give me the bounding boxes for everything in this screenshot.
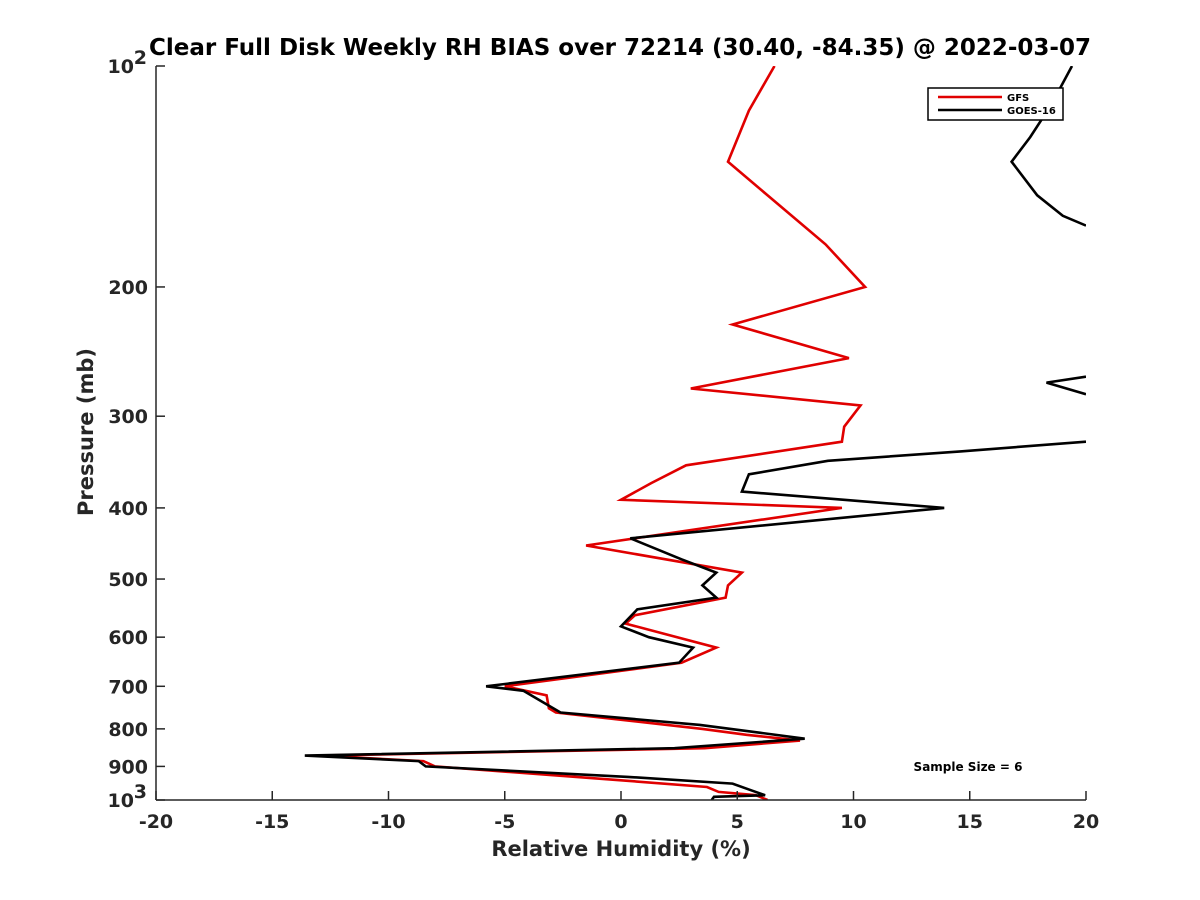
y-tick-label: 400 bbox=[108, 498, 148, 520]
y-tick-exponent: 3 bbox=[134, 781, 147, 803]
legend-label-gfs: GFS bbox=[1007, 93, 1029, 104]
sample-size-annotation: Sample Size = 6 bbox=[914, 760, 1023, 774]
x-tick-label: 20 bbox=[1073, 811, 1099, 833]
plot-background bbox=[156, 66, 1086, 800]
y-tick-label: 700 bbox=[108, 676, 148, 698]
x-axis-label: Relative Humidity (%) bbox=[491, 837, 750, 861]
y-tick-label: 200 bbox=[108, 277, 148, 299]
legend-box bbox=[927, 87, 1064, 121]
plot-area bbox=[156, 66, 1086, 800]
x-tick-label: 15 bbox=[957, 811, 983, 833]
x-tick-label: -20 bbox=[139, 811, 173, 833]
x-tick-label: -15 bbox=[255, 811, 289, 833]
y-tick-label: 500 bbox=[108, 569, 148, 591]
chart-title: Clear Full Disk Weekly RH BIAS over 7221… bbox=[149, 35, 1091, 61]
x-tick-label: -10 bbox=[371, 811, 405, 833]
x-tick-label: 0 bbox=[614, 811, 627, 833]
y-tick-label: 10 bbox=[108, 790, 134, 812]
x-tick-label: -5 bbox=[494, 811, 515, 833]
y-tick-exponent: 2 bbox=[134, 47, 147, 69]
y-tick-label: 300 bbox=[108, 406, 148, 428]
legend-label-goes-16: GOES-16 bbox=[1007, 106, 1056, 117]
y-axis-label: Pressure (mb) bbox=[74, 348, 98, 516]
x-tick-label: 5 bbox=[731, 811, 744, 833]
y-tick-label: 10 bbox=[108, 56, 134, 78]
y-tick-label: 900 bbox=[108, 756, 148, 778]
y-tick-label: 800 bbox=[108, 719, 148, 741]
y-tick-label: 600 bbox=[108, 627, 148, 649]
legend: GFS GOES-16 bbox=[927, 87, 1064, 121]
x-tick-label: 10 bbox=[840, 811, 866, 833]
